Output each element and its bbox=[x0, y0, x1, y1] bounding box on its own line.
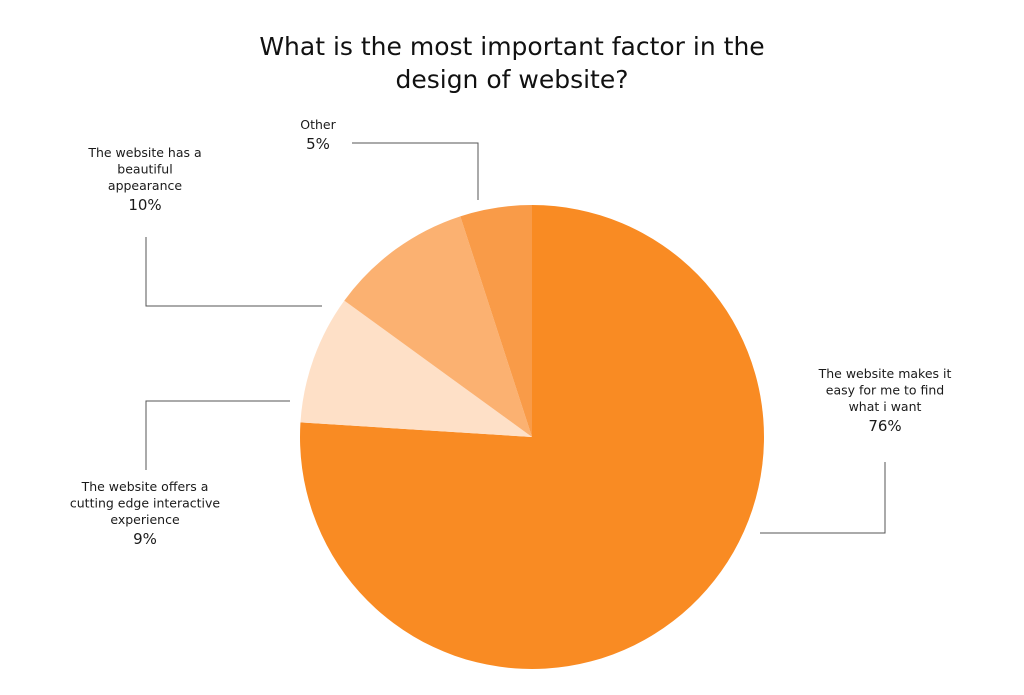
slice-value-label-3: 5% bbox=[306, 135, 330, 153]
chart-title-line-1: What is the most important factor in the bbox=[259, 32, 764, 61]
pie-slices bbox=[300, 205, 765, 669]
slice-label-1-line-2: experience bbox=[110, 512, 180, 527]
slice-callout-0: The website makes it easy for me to findw… bbox=[760, 366, 952, 534]
pie-slice-3 bbox=[460, 205, 532, 437]
leader-line-0 bbox=[760, 462, 886, 534]
pie-slice-2 bbox=[344, 216, 532, 437]
slice-value-label-1: 9% bbox=[133, 530, 157, 548]
leader-line-3 bbox=[352, 142, 479, 200]
leader-line-2 bbox=[145, 237, 322, 307]
slice-labels: The website makes it easy for me to findw… bbox=[70, 117, 952, 548]
slice-label-2-line-2: appearance bbox=[108, 178, 182, 193]
slice-callout-1: The website offers a cutting edge interac… bbox=[70, 400, 290, 548]
leader-line-1 bbox=[145, 400, 290, 470]
slice-label-1-line-1: cutting edge interactive bbox=[70, 496, 221, 511]
slice-label-1-line-0: The website offers a bbox=[81, 479, 209, 494]
slice-label-2-line-0: The website has a bbox=[87, 145, 201, 160]
slice-value-label-0: 76% bbox=[868, 417, 901, 435]
chart-title-line-2: design of website? bbox=[395, 65, 628, 94]
pie-slice-0 bbox=[300, 205, 765, 669]
slice-label-2-line-1: beautiful bbox=[117, 162, 172, 177]
slice-label-0-line-0: The website makes it bbox=[818, 366, 952, 381]
slice-callout-3: Other 5% bbox=[300, 117, 479, 200]
pie-slice-1 bbox=[300, 300, 532, 437]
slice-label-3-line-0: Other bbox=[300, 117, 336, 132]
slice-label-0-line-1: easy for me to find bbox=[826, 383, 945, 398]
slice-value-label-2: 10% bbox=[128, 196, 161, 214]
slice-label-0-line-2: what i want bbox=[849, 399, 922, 414]
